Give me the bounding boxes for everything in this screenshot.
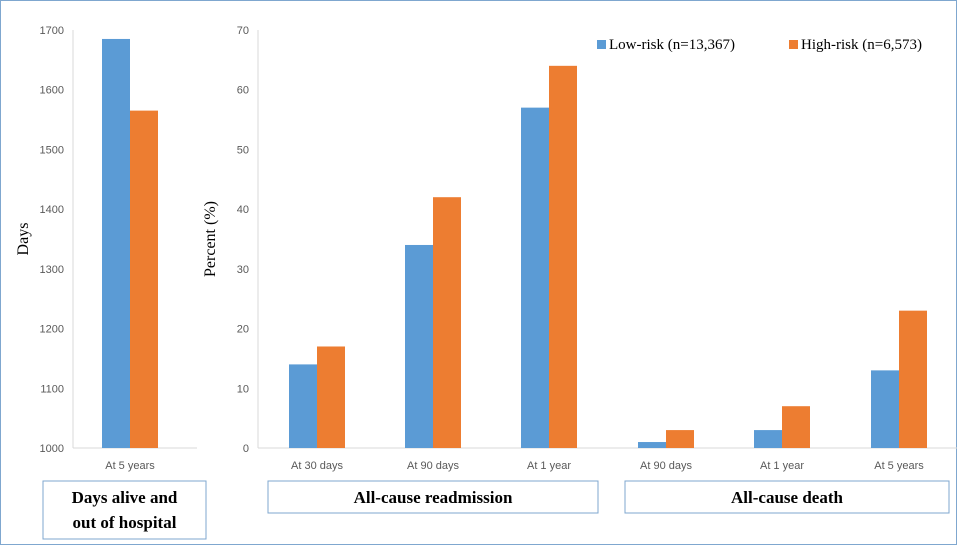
left-y-ticks: 1000 1100 1200 1300 1400 1500 1600 1700 [40, 25, 64, 455]
bar-low-risk [405, 244, 433, 448]
y-tick-label: 1200 [40, 324, 64, 336]
right-y-ticks: 0 10 20 30 40 50 60 70 [237, 25, 249, 455]
x-tick-label: At 90 days [407, 460, 459, 472]
right-panel: 0 10 20 30 40 50 60 70 At 30 days At 90 days At 1… [202, 25, 957, 514]
x-tick-label: At 5 years [874, 460, 924, 472]
death-group-box [624, 480, 950, 514]
bar-high-risk [899, 310, 927, 448]
y-tick-label: 0 [243, 443, 249, 455]
legend-label-high: High-risk (n=6,573) [801, 37, 922, 53]
y-tick-label: 20 [237, 324, 249, 336]
y-tick-label: 1400 [40, 204, 64, 216]
bar-low-risk [102, 38, 130, 448]
left-panel: 1000 1100 1200 1300 1400 1500 1600 1700 At 5 ye… [15, 25, 207, 540]
bar-low-risk [754, 430, 782, 448]
y-tick-label: 70 [237, 25, 249, 37]
left-x-ticks: At 5 years [105, 460, 155, 472]
x-tick-label: At 30 days [291, 460, 343, 472]
y-tick-label: 1700 [40, 25, 64, 37]
y-tick-label: 1500 [40, 144, 64, 156]
bar-high-risk [317, 346, 345, 448]
death-group-label: All-cause death [731, 488, 843, 507]
bar-low-risk [638, 442, 666, 448]
bar-high-risk [549, 65, 577, 448]
x-tick-label: At 1 year [527, 460, 571, 472]
readmission-group-box [267, 480, 599, 514]
right-x-ticks: At 30 days At 90 days At 1 year At 90 days A… [291, 460, 924, 472]
y-tick-label: 60 [237, 85, 249, 97]
legend-swatch-high [789, 40, 798, 49]
legend-label-low: Low-risk (n=13,367) [609, 37, 735, 53]
bar-low-risk [289, 364, 317, 448]
y-tick-label: 30 [237, 264, 249, 276]
left-group-label-line2: out of hospital [73, 513, 177, 532]
left-group-box [42, 480, 207, 540]
y-tick-label: 10 [237, 383, 249, 395]
x-tick-label: At 5 years [105, 460, 155, 472]
left-bars [102, 38, 158, 448]
left-y-axis-title: Days [15, 223, 32, 256]
y-tick-label: 40 [237, 204, 249, 216]
bar-high-risk [433, 197, 461, 448]
left-group-label-line1: Days alive and [72, 488, 178, 507]
bar-low-risk [521, 107, 549, 448]
y-tick-label: 1600 [40, 85, 64, 97]
y-tick-label: 1000 [40, 443, 64, 455]
bar-high-risk [782, 406, 810, 448]
x-tick-label: At 1 year [760, 460, 804, 472]
right-y-axis-title: Percent (%) [202, 201, 219, 277]
readmission-group-label: All-cause readmission [354, 488, 513, 507]
legend-swatch-low [597, 40, 606, 49]
x-tick-label: At 90 days [640, 460, 692, 472]
y-tick-label: 50 [237, 144, 249, 156]
y-tick-label: 1300 [40, 264, 64, 276]
y-tick-label: 1100 [40, 383, 64, 395]
legend: Low-risk (n=13,367) High-risk (n=6,573) [597, 37, 922, 53]
right-bars [289, 65, 927, 448]
bar-low-risk [871, 370, 899, 448]
bar-high-risk [130, 110, 158, 448]
bar-high-risk [666, 430, 694, 448]
